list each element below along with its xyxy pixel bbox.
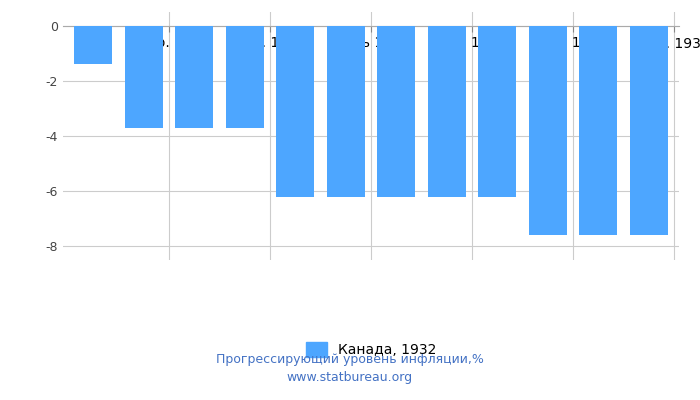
Bar [226,26,264,128]
Bar [377,26,415,197]
Bar [175,26,214,128]
Bar [74,26,112,64]
Bar [276,26,314,197]
Bar [428,26,466,197]
Bar [630,26,668,235]
Bar [580,26,617,235]
Bar [327,26,365,197]
Text: Прогрессирующий уровень инфляции,%
www.statbureau.org: Прогрессирующий уровень инфляции,% www.s… [216,353,484,384]
Legend: Канада, 1932: Канада, 1932 [306,342,436,357]
Bar [478,26,516,197]
Bar [528,26,567,235]
Bar [125,26,162,128]
